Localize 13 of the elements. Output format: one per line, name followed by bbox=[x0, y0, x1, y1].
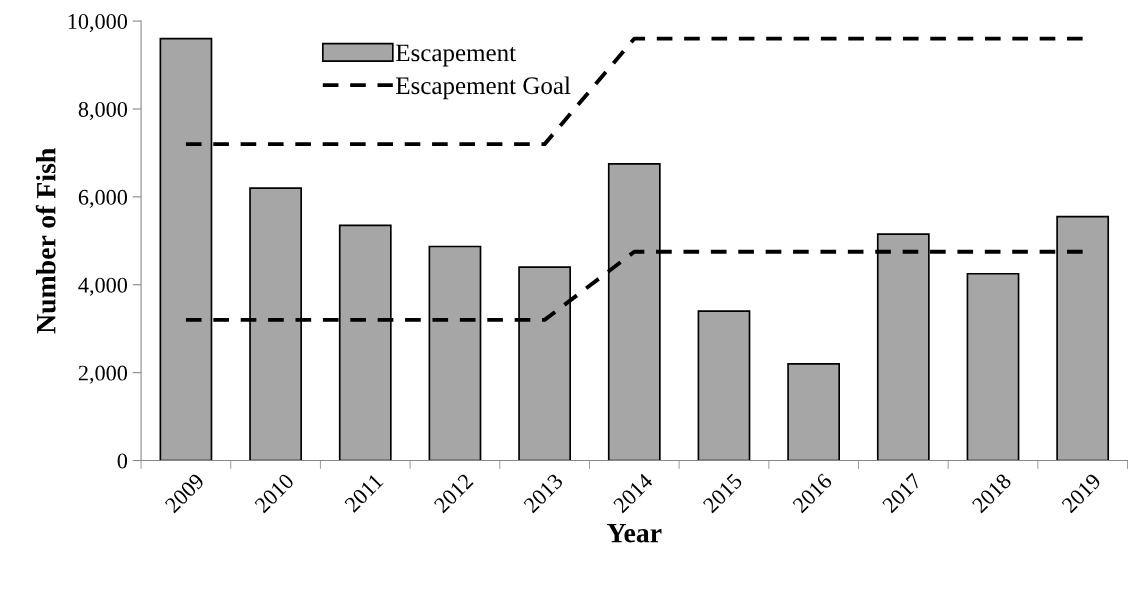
bar bbox=[966, 272, 1020, 461]
x-axis-title: Year bbox=[607, 523, 662, 543]
y-tick-label: 0 bbox=[117, 453, 128, 469]
y-tick-label: 8,000 bbox=[78, 101, 128, 121]
y-tick-label: 6,000 bbox=[78, 189, 128, 208]
y-tick-label: 4,000 bbox=[78, 277, 128, 296]
bar bbox=[697, 310, 751, 461]
legend-label: Escapement Goal bbox=[396, 76, 571, 100]
y-tick-label: 2,000 bbox=[78, 365, 128, 384]
legend-label: Escapement bbox=[396, 44, 516, 67]
y-tick-label: 10,000 bbox=[68, 14, 128, 33]
bar bbox=[787, 363, 841, 461]
y-axis-title: Number of Fish bbox=[35, 148, 56, 334]
